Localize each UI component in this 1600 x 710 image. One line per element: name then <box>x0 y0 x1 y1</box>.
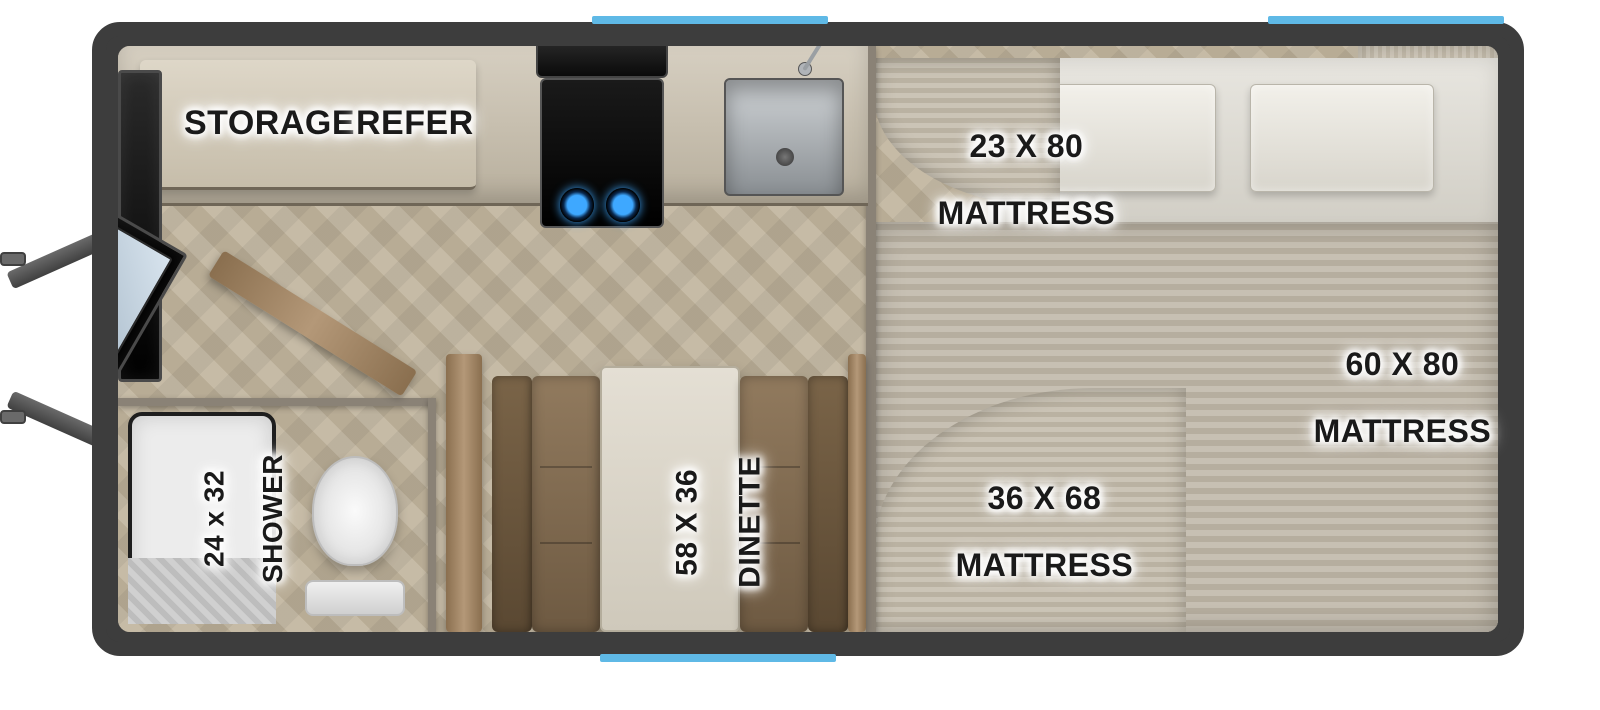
label-refer: REFER <box>356 106 474 142</box>
marker-top-left <box>592 16 828 24</box>
label-mattress-60x80: 60 X 80 MATTRESS <box>1276 314 1491 482</box>
label-storage: STORAGE <box>184 106 355 142</box>
label-line: 58 X 36 <box>671 468 704 575</box>
label-line: MATTRESS <box>1314 413 1492 449</box>
label-mattress-36x68: 36 X 68 MATTRESS <box>918 448 1133 616</box>
label-line: DINETTE <box>734 456 767 588</box>
label-mattress-23x80: 23 X 80 MATTRESS <box>900 96 1115 264</box>
hitch-pin-lower <box>0 410 26 424</box>
sink <box>724 78 844 196</box>
floorplan-canvas: STORAGE REFER 23 X 80 MATTRESS 60 X 80 M… <box>0 0 1600 710</box>
dinette-panel-left <box>446 354 482 632</box>
bath-wall-rear <box>118 398 434 406</box>
label-shower: 24 x 32 SHOWER <box>170 454 317 616</box>
toilet-bowl <box>312 456 398 566</box>
label-line: 23 X 80 <box>969 128 1083 164</box>
label-line: 24 x 32 <box>198 470 229 567</box>
sink-drain <box>776 148 794 166</box>
dinette-back-right <box>808 376 848 632</box>
bath-wall-side <box>428 398 436 632</box>
hitch-pin-upper <box>0 252 26 266</box>
label-line: SHOWER <box>257 454 288 583</box>
marker-bottom <box>600 654 836 662</box>
dinette-panel-right <box>848 354 866 632</box>
burner-left <box>560 188 594 222</box>
pillow-right <box>1250 84 1434 192</box>
toilet-tank <box>305 580 405 616</box>
burner-right <box>606 188 640 222</box>
label-line: MATTRESS <box>938 195 1116 231</box>
cooktop <box>540 78 664 228</box>
marker-top-right <box>1268 16 1504 24</box>
label-dinette: 58 X 36 DINETTE <box>640 456 798 623</box>
dinette-back-left <box>492 376 532 632</box>
cooktop-lid <box>536 46 668 78</box>
label-line: 36 X 68 <box>987 480 1101 516</box>
label-line: MATTRESS <box>956 547 1134 583</box>
dinette-seat-left <box>532 376 600 632</box>
label-line: 60 X 80 <box>1345 346 1459 382</box>
